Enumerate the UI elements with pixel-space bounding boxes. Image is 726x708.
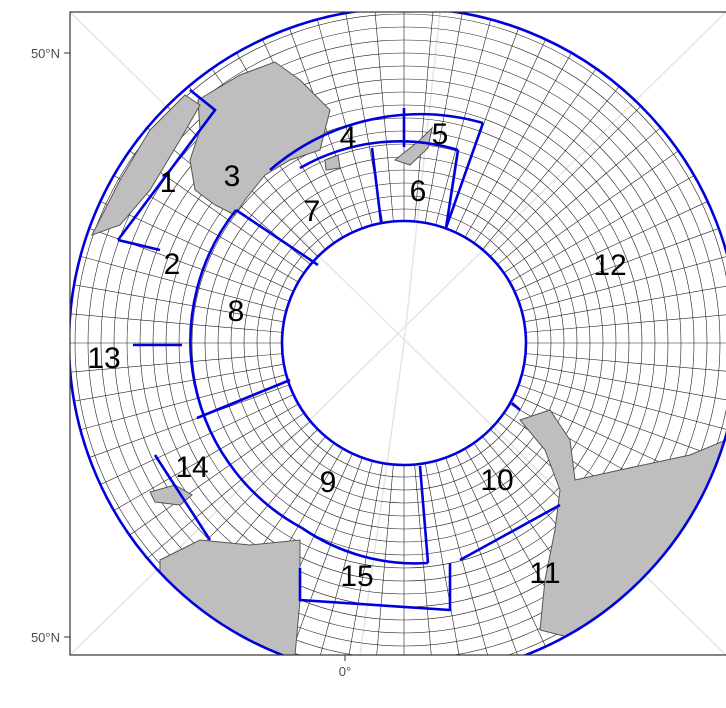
- grid-meridian: [482, 82, 623, 250]
- grid-meridian: [525, 313, 726, 333]
- grid-meridian: [524, 283, 726, 323]
- region-label: 15: [340, 560, 373, 593]
- grid-meridian: [84, 226, 290, 302]
- grid-meridian: [497, 124, 665, 265]
- region-boundaries: [70, 12, 726, 655]
- region-label: 12: [593, 249, 626, 282]
- region-label: 14: [175, 451, 208, 484]
- region-label: 6: [410, 175, 427, 208]
- grid-meridian: [424, 463, 464, 655]
- grid-meridian: [521, 254, 726, 312]
- grid-meridian: [75, 374, 287, 432]
- region-label: 10: [480, 464, 513, 497]
- grid-meridian: [287, 457, 363, 655]
- grid-meridian: [514, 199, 713, 292]
- grid-meridian: [435, 14, 493, 226]
- grid-meridian: [524, 363, 726, 403]
- grid-meridian: [70, 283, 284, 323]
- region-label: 1: [160, 166, 177, 199]
- grid-meridian: [95, 394, 294, 487]
- region-label: 8: [228, 295, 245, 328]
- grid-meridian: [503, 147, 683, 274]
- grid-meridian: [473, 64, 600, 244]
- grid-meridian: [143, 421, 311, 562]
- grid-meridian: [109, 403, 299, 514]
- grid-meridian: [521, 374, 726, 432]
- region-label: 2: [164, 248, 181, 281]
- panel-border: [69, 11, 726, 656]
- grid-meridian: [455, 453, 548, 652]
- grid-meridian: [518, 226, 724, 302]
- grid-meridian: [414, 464, 434, 655]
- grid-meridian: [464, 48, 575, 238]
- region-label: 7: [304, 195, 321, 228]
- grid-meridian: [518, 384, 724, 460]
- grid-meridian: [344, 463, 384, 655]
- map-panel: [70, 12, 726, 655]
- y-label: 50°N: [31, 630, 60, 645]
- grid-meridian: [525, 353, 726, 373]
- grid-meridian: [315, 14, 373, 226]
- grid-meridian: [315, 460, 373, 655]
- region-label: 3: [224, 160, 241, 193]
- region-label: 4: [340, 121, 357, 154]
- grid-meridian: [70, 313, 283, 333]
- region-label: 9: [320, 466, 337, 499]
- region-label: 5: [432, 118, 449, 151]
- x-label: 0°: [339, 664, 351, 679]
- grid-meridian: [374, 464, 394, 655]
- grid-meridian: [455, 34, 548, 233]
- grid-meridian: [70, 353, 283, 373]
- grid-meridian: [374, 12, 394, 222]
- region-label: 11: [529, 557, 560, 590]
- grid-meridian: [70, 363, 284, 403]
- y-label: 50°N: [31, 46, 60, 61]
- grid-meridian: [435, 460, 493, 655]
- grid: [70, 12, 726, 655]
- grid-meridian: [84, 384, 290, 460]
- grid-meridian: [490, 102, 645, 257]
- grid-meridian: [509, 172, 699, 283]
- grid-meridian: [445, 457, 521, 655]
- region-label: 13: [87, 342, 120, 375]
- grid-meridian: [75, 254, 287, 312]
- grid-meridian: [125, 412, 305, 539]
